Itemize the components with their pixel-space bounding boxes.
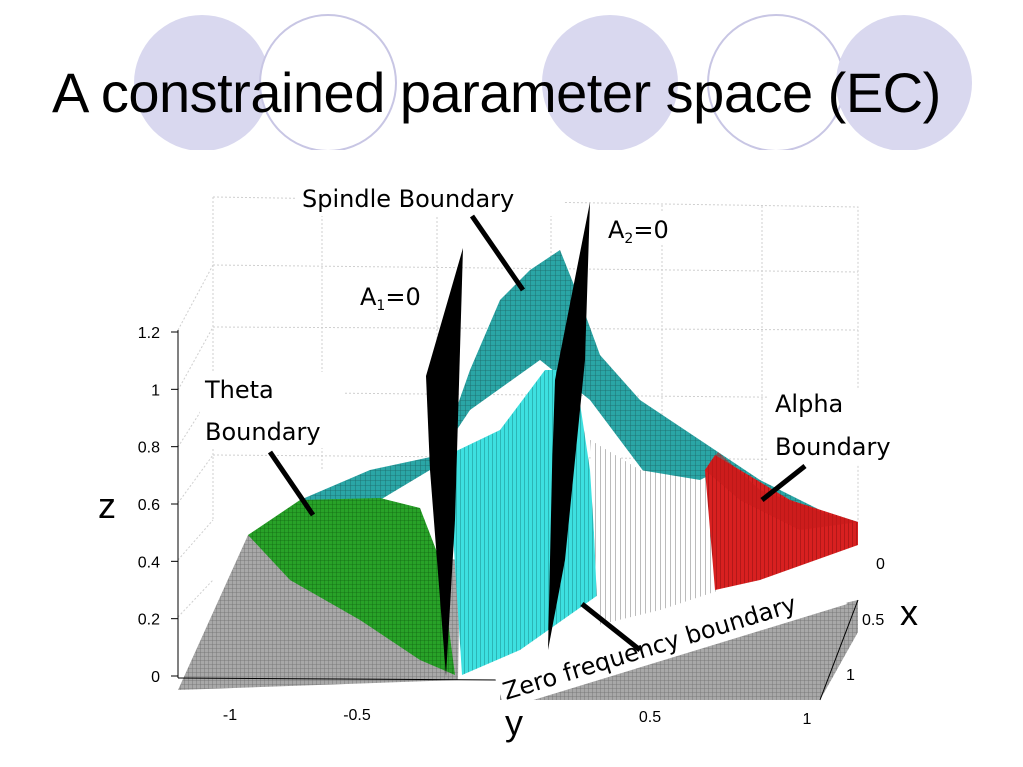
z-tick-label: 0.6 [138,497,160,514]
z-tick-label: 0 [151,669,160,686]
annotation-theta-line2: Boundary [205,418,321,446]
y-tick-label: 0.5 [639,709,661,726]
z-tick-label: 1.2 [138,325,160,342]
page-title: A constrained parameter space (EC) [52,61,941,124]
annotation-spindle-arrow [469,214,526,292]
annotation-alpha-line1: Alpha [775,390,843,418]
z-tick-label: 0.4 [138,554,160,571]
annotation-a2: A2=0 [608,216,669,247]
y-tick-label: -0.5 [343,707,371,724]
z-axis-ticks: 0 0.2 0.4 0.6 0.8 1 1.2 [138,325,178,686]
z-tick-label: 1 [151,382,160,399]
z-tick-label: 0.2 [138,612,160,629]
y-tick-label: -1 [223,707,237,724]
z-axis-label: z [98,485,116,526]
x-tick-label: 0.5 [862,612,884,629]
y-axis-ticks: -1 -0.5 0.5 1 [223,707,812,728]
surface-region-other [590,440,720,625]
y-tick-label: 1 [803,711,812,728]
z-tick-label: 0.8 [138,440,160,457]
x-axis-label: x [900,592,918,633]
annotation-theta-line1: Theta [204,376,274,404]
deco-circle-5 [836,15,972,150]
a2-label-bg [604,212,682,244]
spindle-label-bg [296,180,564,216]
plane-a1 [426,248,463,676]
x-tick-label: 1 [846,667,855,684]
surface-region-alpha-top [705,452,858,530]
theta-label-bg [200,372,345,448]
annotation-alpha-arrow [760,464,807,502]
zero-freq-label-bg [493,567,847,709]
x-axis-ticks: 00.51 [846,556,885,684]
annotation-a1: A1=0 [360,283,421,314]
deco-circle-2 [259,14,397,150]
alpha-label-bg [768,388,916,464]
deco-circle-3 [542,15,678,150]
annotation-spindle-boundary: Spindle Boundary [302,185,514,213]
deco-circle-1 [134,15,270,150]
title-decoration [134,14,972,150]
annotation-zero-freq-arrow [580,602,642,652]
annotation-alpha-line2: Boundary [775,433,891,461]
x-tick-label: 0 [876,556,885,573]
y-axis-label: y [505,702,523,743]
plane-a2 [548,202,590,650]
surface-region-theta [248,498,455,675]
annotation-theta-arrow [267,450,316,517]
